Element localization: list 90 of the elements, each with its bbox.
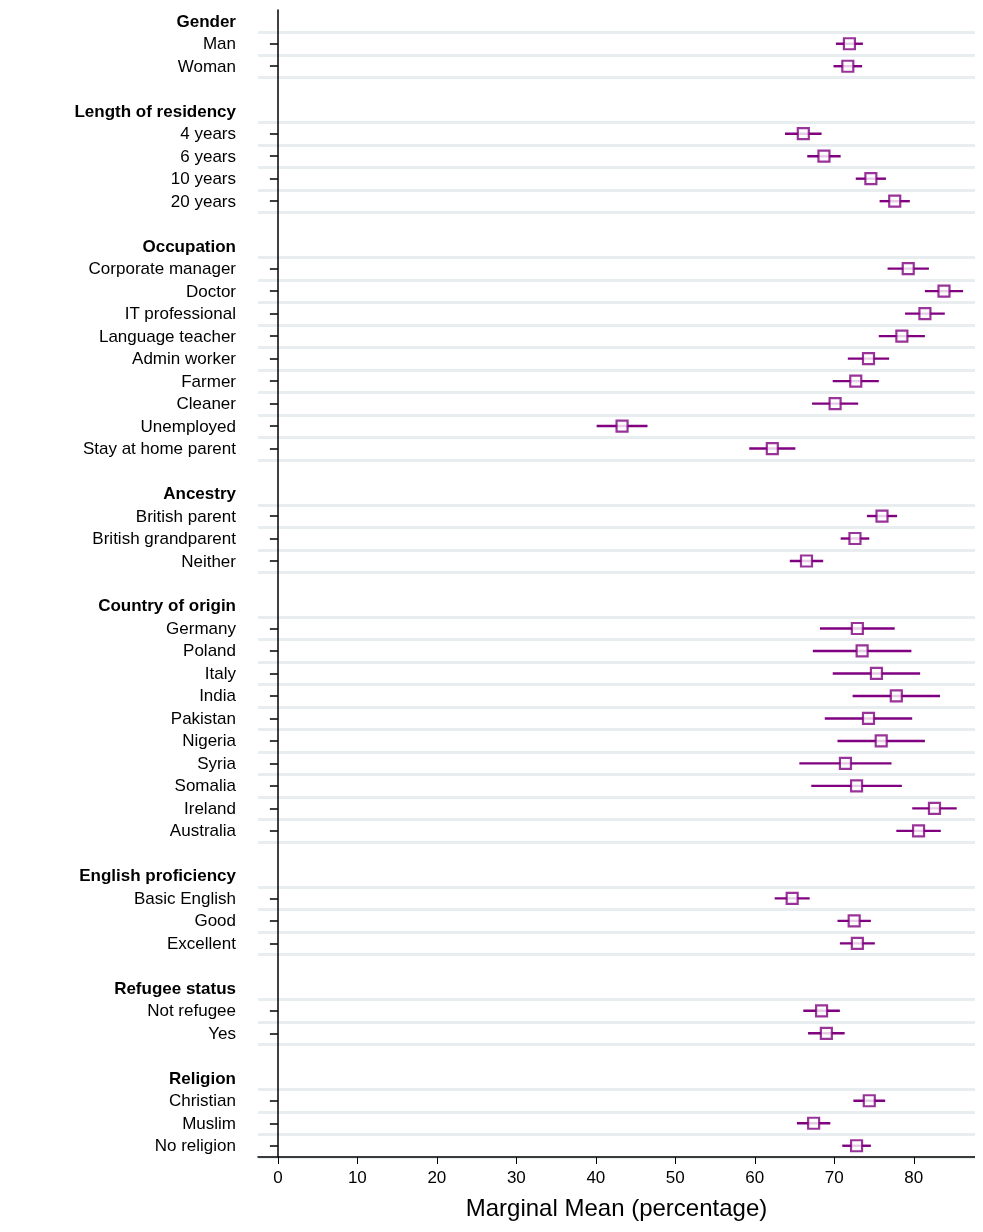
y-tick-label: Germany	[166, 618, 237, 638]
x-tick-label: 0	[273, 1168, 283, 1187]
point	[849, 374, 863, 388]
x-tick-label: 50	[665, 1168, 685, 1187]
point	[850, 621, 864, 636]
y-tick-label: Neither	[181, 551, 237, 571]
y-tick-label: IT professional	[124, 304, 236, 324]
point	[817, 149, 831, 163]
y-tick-label: Man	[202, 34, 236, 54]
y-tick-label: Somalia	[174, 776, 237, 796]
y-tick-label: Excellent	[167, 933, 237, 953]
point	[869, 666, 884, 681]
y-tick-label: Ancestry	[163, 484, 237, 504]
point	[814, 1004, 829, 1018]
y-tick-label: Syria	[197, 753, 237, 773]
y-tick-label: Refugee status	[114, 978, 236, 998]
y-tick-label: British grandparent	[92, 529, 237, 549]
y-tick-label: Language teacher	[98, 326, 237, 346]
point	[888, 194, 902, 208]
y-tick-label: Stay at home parent	[82, 439, 237, 459]
point	[850, 936, 864, 950]
point	[848, 531, 862, 546]
point	[911, 824, 926, 838]
point	[849, 1139, 864, 1153]
point	[615, 419, 629, 433]
y-tick-label: Woman	[177, 56, 236, 76]
point	[918, 307, 932, 321]
y-tick-label: Christian	[168, 1091, 236, 1111]
y-tick-label: Length of residency	[74, 101, 237, 121]
point	[901, 262, 915, 276]
x-tick-label: 30	[506, 1168, 526, 1187]
point	[861, 352, 876, 366]
point	[785, 891, 799, 905]
point	[862, 1094, 876, 1108]
y-tick-label: Gender	[176, 11, 237, 31]
y-tick-label: Corporate manager	[88, 259, 237, 279]
point	[895, 329, 909, 343]
y-tick-label: Cleaner	[176, 394, 237, 414]
x-tick-label: 80	[904, 1168, 924, 1187]
point	[841, 59, 855, 73]
x-tick-label: 70	[824, 1168, 844, 1187]
y-tick-label: 10 years	[170, 169, 236, 189]
point	[842, 37, 857, 51]
point	[807, 1116, 821, 1130]
y-tick-label: Poland	[183, 641, 236, 661]
point	[796, 127, 810, 141]
point	[874, 734, 888, 748]
x-tick-label: 40	[586, 1168, 606, 1187]
y-tick-label: British parent	[135, 506, 237, 526]
y-tick-label: Muslim	[182, 1113, 236, 1133]
point	[847, 914, 861, 928]
point	[937, 284, 951, 298]
y-tick-label: Occupation	[142, 236, 236, 256]
point	[838, 756, 853, 771]
point	[819, 1026, 833, 1040]
x-axis-title: Marginal Mean (percentage)	[465, 1193, 768, 1221]
y-tick-label: Religion	[168, 1068, 236, 1088]
y-tick-label: English proficiency	[79, 866, 237, 886]
y-tick-label: Italy	[204, 663, 237, 683]
y-tick-label: Farmer	[181, 371, 237, 391]
point	[765, 441, 779, 456]
point	[875, 509, 889, 523]
y-tick-label: No religion	[154, 1136, 236, 1156]
x-tick-label: 60	[745, 1168, 765, 1187]
y-tick-label: Admin worker	[132, 349, 237, 369]
x-tick-label: 20	[427, 1168, 447, 1187]
point	[799, 554, 814, 568]
y-tick-label: 6 years	[180, 146, 236, 166]
point	[889, 689, 903, 703]
y-tick-label: Ireland	[184, 798, 236, 818]
y-tick-label: Yes	[208, 1023, 236, 1043]
y-tick-label: Not refugee	[147, 1001, 236, 1021]
y-tick-label: 4 years	[180, 124, 236, 144]
y-tick-label: Country of origin	[98, 596, 236, 616]
y-tick-label: Nigeria	[182, 731, 237, 751]
point	[828, 396, 842, 411]
y-tick-label: 20 years	[170, 191, 236, 211]
y-tick-label: Basic English	[133, 888, 236, 908]
point	[861, 711, 876, 726]
y-tick-label: Doctor	[185, 281, 237, 301]
y-tick-label: Good	[194, 911, 236, 931]
y-tick-label: Pakistan	[170, 708, 236, 728]
y-tick-label: India	[199, 686, 237, 706]
y-tick-label: Australia	[169, 821, 237, 841]
point	[864, 172, 878, 186]
x-tick-label: 10	[347, 1168, 367, 1187]
point	[849, 779, 864, 793]
y-tick-label: Unemployed	[140, 416, 236, 436]
point	[855, 644, 869, 658]
point	[927, 801, 942, 815]
